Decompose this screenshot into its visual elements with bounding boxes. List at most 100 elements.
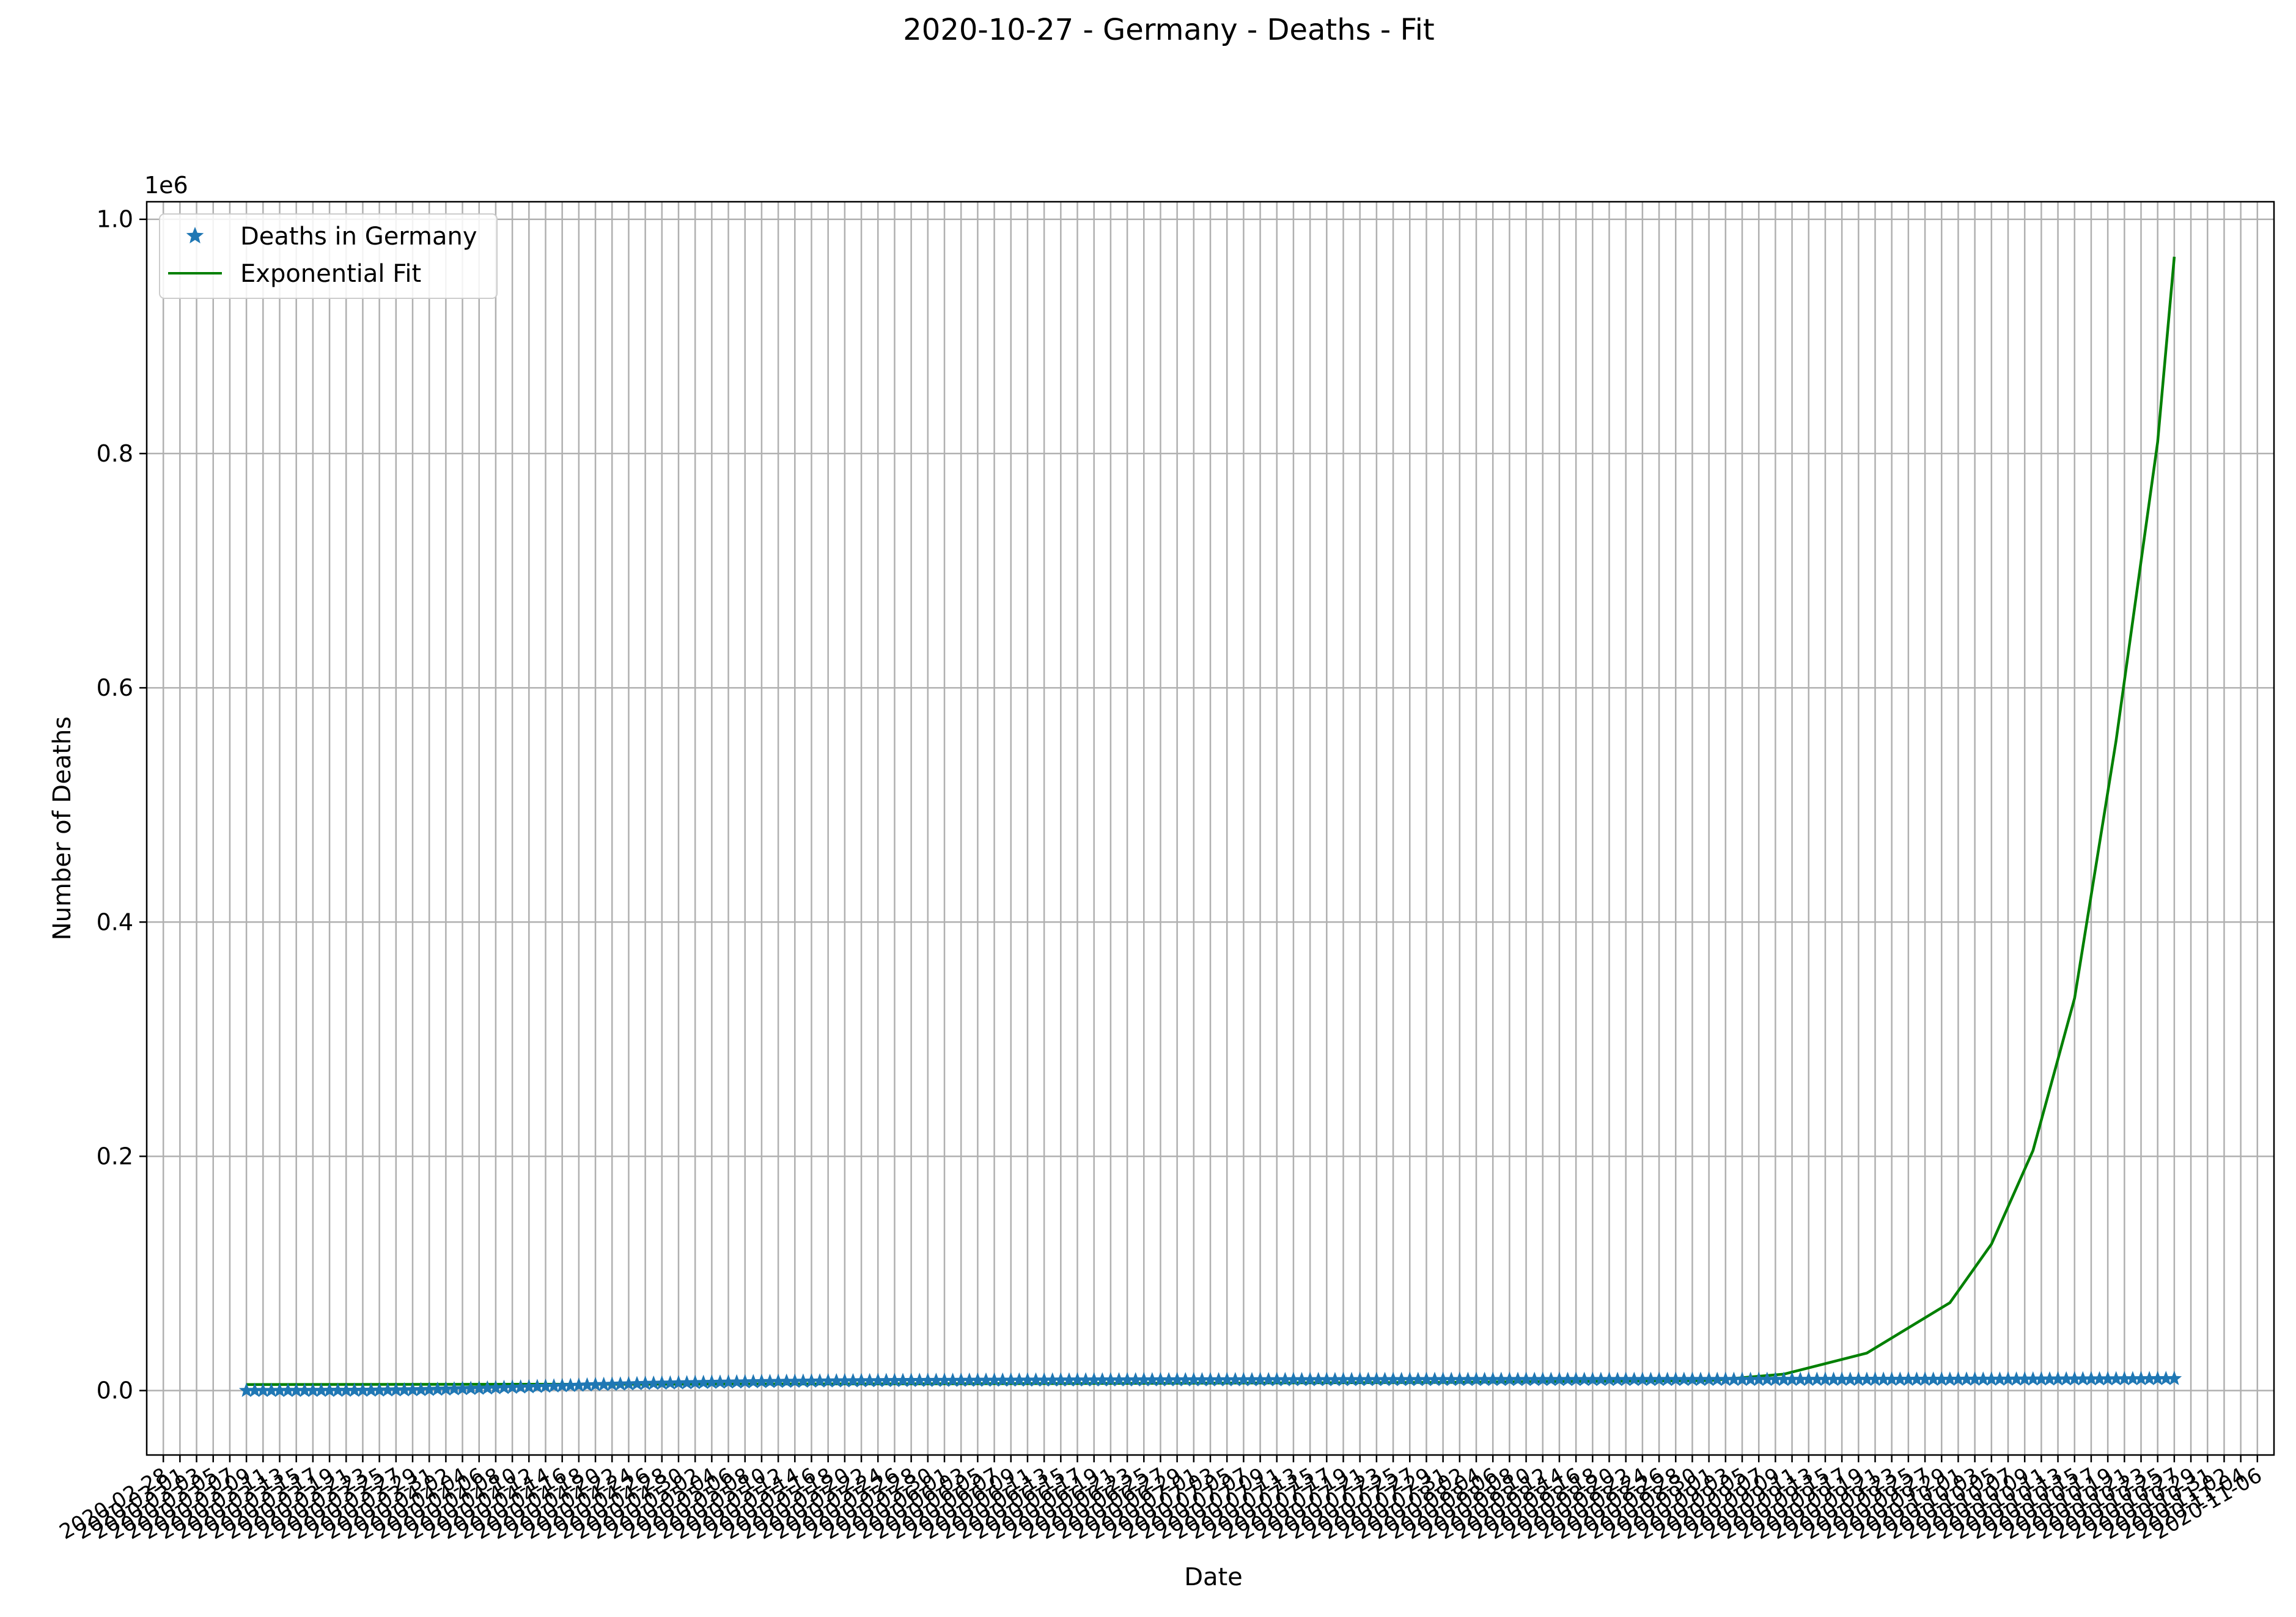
- data-point: [837, 1372, 853, 1388]
- data-point: [1792, 1371, 1808, 1387]
- data-point: [1826, 1371, 1841, 1386]
- data-point: [1493, 1371, 1509, 1387]
- data-point: [929, 1372, 944, 1387]
- data-point: [1028, 1372, 1043, 1387]
- data-point: [1094, 1372, 1110, 1387]
- data-point: [363, 1382, 379, 1397]
- data-point: [1485, 1371, 1501, 1387]
- data-point: [2050, 1371, 2066, 1386]
- data-point: [970, 1372, 985, 1387]
- data-point: [347, 1382, 362, 1397]
- data-point: [1061, 1372, 1077, 1387]
- data-point: [870, 1372, 886, 1388]
- data-point: [421, 1382, 437, 1396]
- data-point: [1402, 1371, 1418, 1387]
- data-point: [1344, 1371, 1360, 1387]
- data-point: [2133, 1371, 2149, 1385]
- data-point: [770, 1373, 786, 1388]
- data-point: [1227, 1372, 1243, 1387]
- data-point: [945, 1372, 960, 1387]
- data-point: [1651, 1371, 1667, 1387]
- data-point: [1352, 1371, 1368, 1387]
- deaths-series: [238, 1371, 2182, 1398]
- data-point: [1577, 1371, 1592, 1387]
- data-point: [638, 1376, 653, 1390]
- data-point: [1435, 1371, 1451, 1387]
- data-point: [1070, 1372, 1085, 1387]
- data-point: [380, 1382, 396, 1397]
- data-point: [513, 1379, 529, 1394]
- data-point: [1643, 1371, 1658, 1387]
- legend: Deaths in Germany Exponential Fit: [159, 213, 498, 299]
- data-point: [762, 1374, 778, 1388]
- data-point: [504, 1379, 520, 1394]
- data-point: [1369, 1371, 1385, 1387]
- data-point: [1759, 1371, 1775, 1387]
- data-point: [554, 1378, 570, 1393]
- data-point: [1850, 1371, 1866, 1386]
- data-point: [2150, 1371, 2166, 1385]
- data-point: [1992, 1371, 2007, 1386]
- data-point: [529, 1379, 545, 1393]
- y-tick-label: 0.6: [97, 674, 133, 701]
- data-point: [1776, 1371, 1792, 1387]
- data-point: [521, 1379, 537, 1394]
- legend-box: [159, 213, 498, 299]
- data-point: [372, 1382, 387, 1397]
- data-point: [1809, 1371, 1825, 1386]
- data-point: [953, 1372, 969, 1387]
- data-point: [247, 1382, 263, 1398]
- data-point: [878, 1372, 894, 1387]
- data-point: [1726, 1371, 1742, 1387]
- data-point: [1452, 1371, 1468, 1387]
- data-point: [1593, 1371, 1609, 1387]
- data-point: [338, 1382, 354, 1397]
- data-point: [2125, 1371, 2141, 1385]
- data-point: [1294, 1372, 1309, 1387]
- data-point: [1984, 1371, 2000, 1386]
- legend-deaths-marker: [186, 227, 204, 244]
- data-point: [1551, 1371, 1567, 1387]
- data-point: [1817, 1371, 1833, 1386]
- data-point: [263, 1382, 279, 1398]
- data-point: [1734, 1371, 1750, 1387]
- data-point: [663, 1375, 678, 1390]
- data-point: [820, 1373, 836, 1388]
- data-point: [1327, 1372, 1343, 1387]
- data-point: [1743, 1371, 1758, 1387]
- data-point: [1951, 1371, 1966, 1386]
- data-point: [322, 1382, 337, 1397]
- y-tick-label: 0.8: [97, 440, 133, 467]
- data-point: [853, 1372, 869, 1388]
- data-point: [1111, 1372, 1127, 1387]
- data-point: [596, 1376, 611, 1391]
- data-point: [1360, 1371, 1376, 1387]
- data-point: [754, 1374, 770, 1388]
- data-point: [580, 1377, 595, 1392]
- data-point: [1975, 1371, 1991, 1386]
- data-point: [804, 1373, 819, 1388]
- data-point: [903, 1372, 919, 1387]
- data-point: [1917, 1371, 1933, 1386]
- data-point: [1693, 1371, 1709, 1387]
- data-point: [895, 1372, 911, 1387]
- data-point: [538, 1378, 553, 1393]
- data-point: [1626, 1371, 1642, 1387]
- data-point: [1319, 1372, 1334, 1387]
- y-axis-title: Number of Deaths: [48, 716, 76, 940]
- data-point: [471, 1380, 487, 1395]
- data-point: [413, 1382, 429, 1396]
- data-point: [845, 1372, 861, 1388]
- data-point: [562, 1377, 578, 1393]
- data-point: [2108, 1371, 2124, 1386]
- data-point: [787, 1373, 803, 1388]
- data-point: [1269, 1372, 1285, 1387]
- data-point: [1784, 1371, 1800, 1387]
- data-point: [1884, 1371, 1900, 1386]
- data-point: [280, 1382, 296, 1398]
- data-point: [1336, 1372, 1351, 1387]
- data-point: [1709, 1371, 1725, 1387]
- data-point: [314, 1382, 329, 1397]
- data-point: [613, 1376, 628, 1391]
- data-point: [1635, 1371, 1650, 1387]
